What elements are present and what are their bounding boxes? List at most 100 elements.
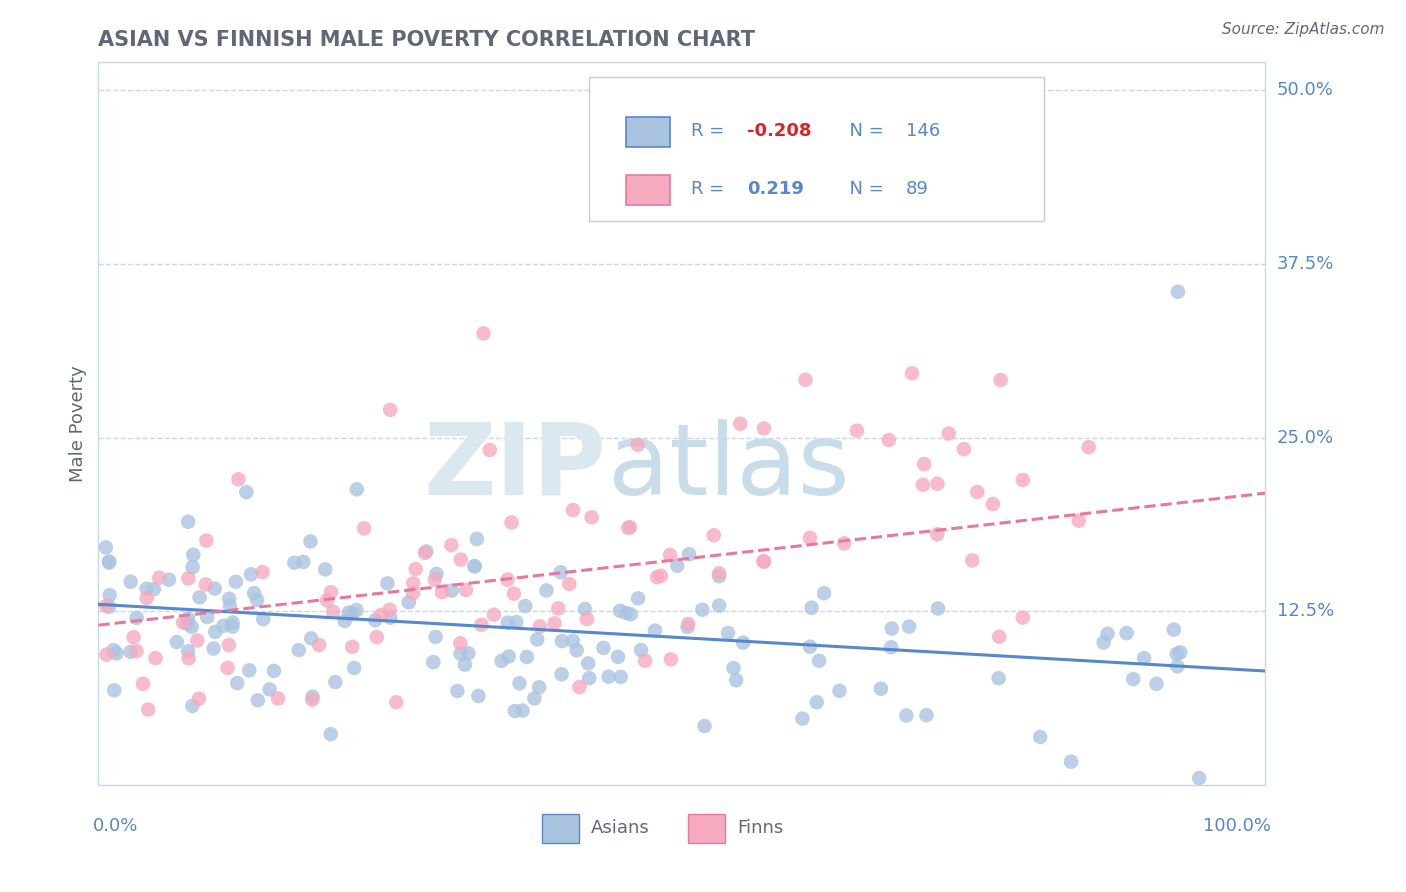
- Point: [723, 661, 745, 675]
- Point: [912, 457, 935, 471]
- Point: [226, 676, 249, 690]
- Point: [148, 571, 170, 585]
- Point: [962, 553, 984, 567]
- Point: [792, 712, 814, 726]
- Point: [806, 695, 828, 709]
- Point: [94, 541, 117, 555]
- Point: [413, 546, 436, 560]
- Text: 0.219: 0.219: [747, 180, 804, 198]
- Point: [562, 503, 585, 517]
- Point: [707, 599, 730, 613]
- Point: [283, 556, 305, 570]
- Point: [498, 649, 520, 664]
- Point: [415, 544, 437, 558]
- Point: [177, 611, 200, 625]
- Point: [1133, 651, 1156, 665]
- Point: [870, 681, 893, 696]
- Point: [465, 532, 488, 546]
- Point: [422, 655, 444, 669]
- Text: Finns: Finns: [737, 820, 783, 838]
- Point: [547, 601, 569, 615]
- Point: [246, 593, 269, 607]
- Point: [558, 577, 581, 591]
- Point: [574, 602, 596, 616]
- Point: [650, 568, 672, 582]
- Point: [94, 599, 117, 613]
- Point: [325, 675, 347, 690]
- Point: [470, 617, 492, 632]
- Point: [676, 620, 699, 634]
- Point: [1122, 672, 1144, 686]
- Text: Asians: Asians: [591, 820, 650, 838]
- Point: [752, 554, 775, 568]
- Point: [212, 618, 235, 632]
- Point: [576, 612, 599, 626]
- Point: [177, 651, 200, 665]
- Point: [450, 552, 472, 566]
- Point: [987, 671, 1010, 685]
- Point: [225, 574, 247, 589]
- Point: [301, 690, 323, 704]
- Y-axis label: Male Poverty: Male Poverty: [69, 366, 87, 482]
- Point: [896, 708, 918, 723]
- Point: [981, 497, 1004, 511]
- Point: [449, 636, 471, 650]
- Point: [342, 640, 364, 654]
- Point: [988, 630, 1011, 644]
- Point: [592, 640, 614, 655]
- Point: [877, 433, 900, 447]
- Point: [202, 641, 225, 656]
- Point: [609, 604, 631, 618]
- Point: [238, 664, 260, 678]
- Point: [157, 573, 180, 587]
- Point: [425, 566, 447, 581]
- Point: [832, 536, 855, 550]
- Text: 25.0%: 25.0%: [1277, 428, 1334, 447]
- Point: [828, 683, 851, 698]
- Point: [550, 566, 572, 580]
- Text: atlas: atlas: [609, 418, 851, 516]
- Point: [526, 632, 548, 647]
- FancyBboxPatch shape: [589, 77, 1043, 221]
- Point: [364, 613, 387, 627]
- Point: [578, 671, 600, 685]
- Point: [319, 727, 342, 741]
- Point: [529, 619, 551, 633]
- Point: [287, 643, 309, 657]
- Point: [122, 630, 145, 644]
- Point: [491, 654, 513, 668]
- Point: [609, 670, 631, 684]
- Point: [243, 586, 266, 600]
- Point: [523, 691, 546, 706]
- Point: [550, 667, 572, 681]
- Point: [565, 643, 588, 657]
- Point: [314, 562, 336, 576]
- Point: [752, 555, 775, 569]
- Point: [505, 615, 527, 630]
- Point: [181, 560, 204, 574]
- Point: [299, 534, 322, 549]
- Point: [319, 585, 342, 599]
- Point: [813, 586, 835, 600]
- Point: [800, 600, 823, 615]
- Point: [425, 630, 447, 644]
- Point: [194, 577, 217, 591]
- Point: [135, 591, 157, 605]
- Point: [218, 638, 240, 652]
- Point: [1115, 626, 1137, 640]
- Point: [620, 607, 643, 622]
- Text: 0.0%: 0.0%: [93, 817, 138, 836]
- Point: [246, 693, 269, 707]
- Point: [103, 643, 125, 657]
- Point: [423, 573, 446, 587]
- Point: [346, 483, 368, 497]
- Point: [240, 567, 263, 582]
- Point: [725, 673, 748, 688]
- Point: [551, 634, 574, 648]
- Point: [467, 689, 489, 703]
- Point: [103, 683, 125, 698]
- Point: [96, 648, 118, 662]
- Point: [218, 591, 240, 606]
- Point: [1029, 730, 1052, 744]
- Point: [707, 569, 730, 583]
